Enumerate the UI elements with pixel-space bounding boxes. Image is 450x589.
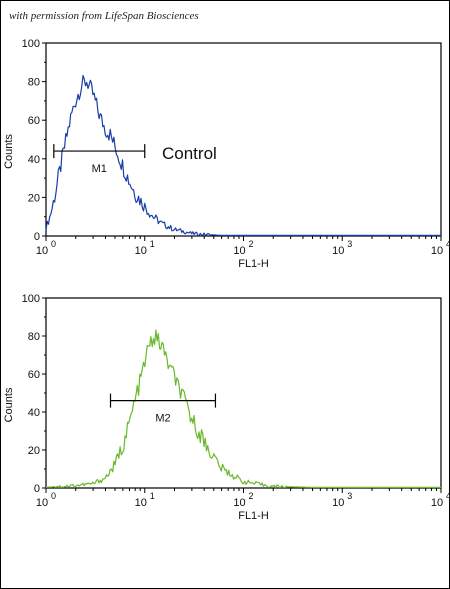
y-tick-label: 20 [28,192,40,204]
x-tick-label: 10 [332,497,344,509]
x-tick-exponent: 3 [347,239,352,249]
x-tick-label: 10 [431,245,443,257]
y-axis-title: Counts [3,387,15,422]
gate-label: M1 [92,163,107,175]
y-tick-label: 0 [34,483,40,495]
y-tick-label: 60 [28,115,40,127]
x-axis-title: FL1-H [238,258,269,270]
x-tick-label: 10 [135,497,147,509]
y-tick-label: 100 [22,293,40,305]
x-tick-label: 10 [36,497,48,509]
y-tick-label: 60 [28,369,40,381]
y-tick-label: 100 [22,38,40,50]
plot-area [45,42,442,237]
x-tick-label: 10 [135,245,147,257]
y-tick-label: 80 [28,331,40,343]
x-tick-exponent: 1 [150,239,155,249]
annotation-label: Control [162,144,217,163]
y-tick-label: 20 [28,445,40,457]
watermark: with permission from LifeSpan Bioscience… [9,10,199,22]
x-tick-exponent: 2 [249,491,254,501]
x-tick-label: 10 [431,497,443,509]
y-tick-label: 40 [28,407,40,419]
x-tick-exponent: 0 [51,239,56,249]
x-tick-label: 10 [36,245,48,257]
y-tick-label: 80 [28,77,40,89]
x-tick-exponent: 1 [150,491,155,501]
plot-area [45,297,442,489]
x-tick-label: 10 [233,497,245,509]
x-tick-exponent: 3 [347,491,352,501]
x-tick-exponent: 4 [446,491,450,501]
y-tick-label: 0 [34,231,40,243]
x-axis-title: FL1-H [238,510,269,522]
histogram-series-line [45,329,441,488]
x-tick-exponent: 2 [249,239,254,249]
x-tick-exponent: 0 [51,491,56,501]
gate-label: M2 [155,413,170,425]
y-axis-title: Counts [3,134,15,169]
y-tick-label: 40 [28,154,40,166]
histogram-panel-1: 020406080100100101102103104FL1-HCountsM1… [3,38,450,270]
histogram-series-line [45,74,441,236]
x-tick-label: 10 [233,245,245,257]
x-tick-exponent: 4 [446,239,450,249]
x-tick-label: 10 [332,245,344,257]
